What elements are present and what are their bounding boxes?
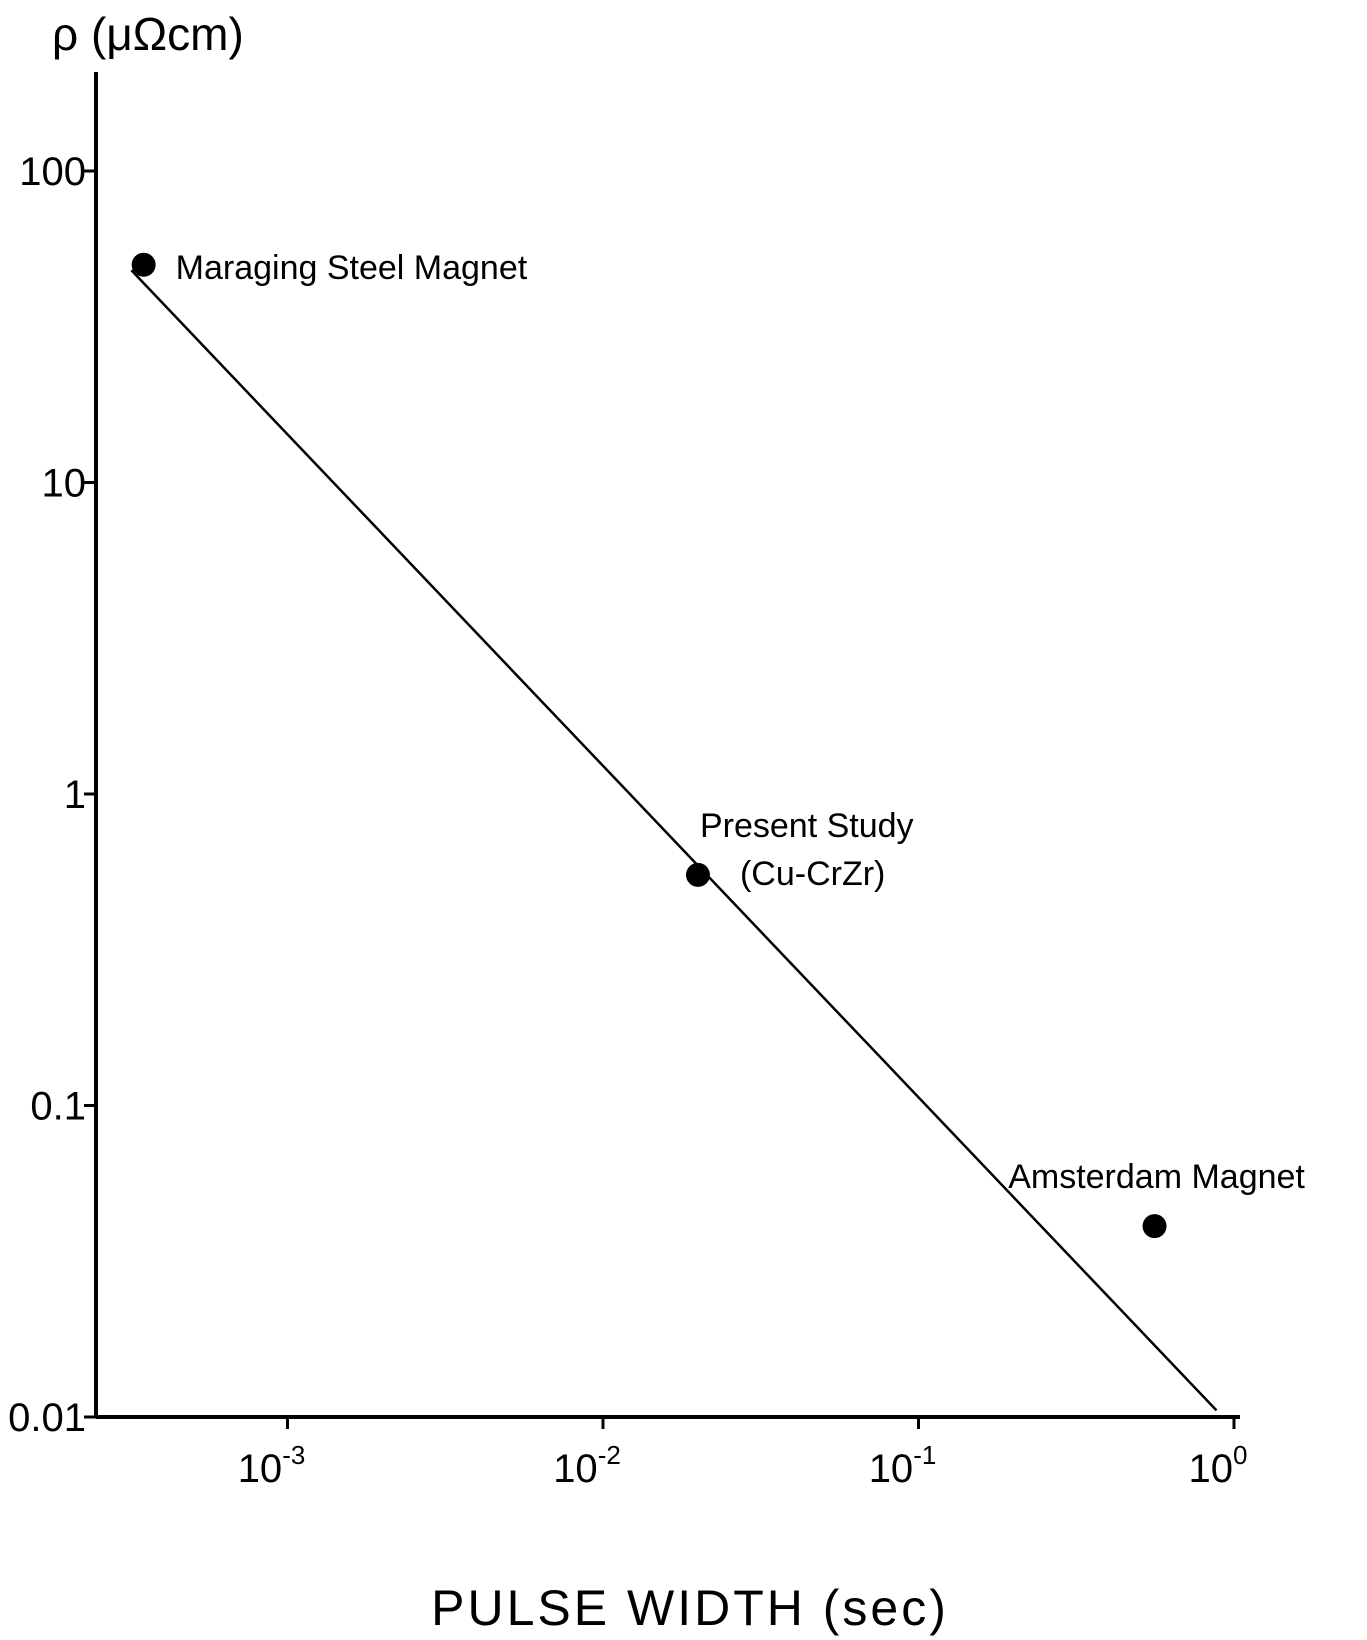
x-ticks: 10-3 10-2 10-1 100 [238,1417,1248,1491]
data-points: Maraging Steel Magnet Present Study (Cu-Cr… [131,249,1305,1239]
x-axis-title: PULSE WIDTH (sec) [431,1580,949,1636]
y-tick-label: 10 [42,462,87,506]
data-point [1142,1214,1167,1239]
data-point [685,862,710,887]
y-axis-title: ρ (μΩcm) [52,8,244,60]
y-ticks: 100 10 1 0.1 0.01 [8,150,96,1440]
trend-line [130,269,1218,1412]
data-point-label: (Cu-CrZr) [740,855,885,893]
y-tick-label: 1 [64,773,86,817]
x-tick-exponent: 0 [1233,1440,1247,1470]
x-tick-label: 10-2 [553,1440,621,1491]
x-tick-exponent: -3 [282,1440,305,1470]
x-tick-label: 100 [1189,1440,1248,1491]
data-point-label: Present Study [700,807,914,845]
x-tick-exponent: -2 [598,1440,621,1470]
y-tick-label: 0.01 [8,1396,86,1440]
y-tick-label: 100 [19,150,86,194]
data-point-label: Amsterdam Magnet [1008,1158,1305,1196]
x-tick-label: 10-3 [238,1440,306,1491]
data-point [131,252,156,277]
x-tick-label: 10-1 [869,1440,937,1491]
y-tick-label: 0.1 [30,1085,86,1129]
data-point-label: Maraging Steel Magnet [176,249,528,287]
x-tick-exponent: -1 [913,1440,936,1470]
